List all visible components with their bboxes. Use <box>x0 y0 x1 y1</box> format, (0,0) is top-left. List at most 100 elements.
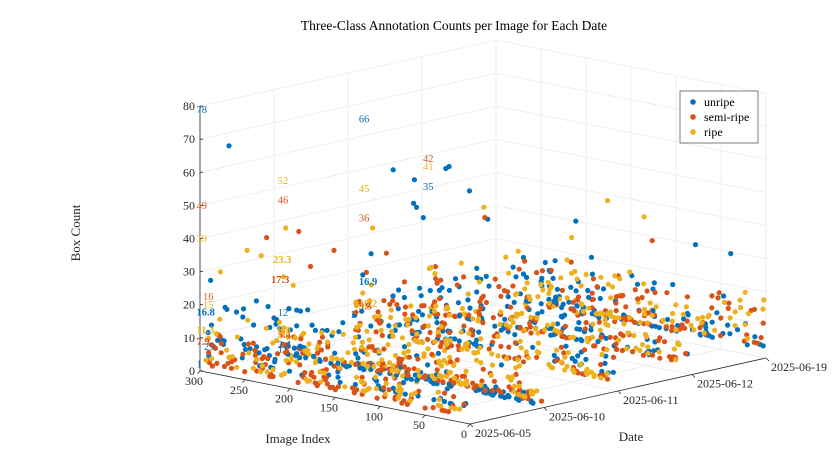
point-semi-ripe <box>351 390 357 396</box>
point-ripe <box>392 322 398 329</box>
point-semi-ripe <box>296 228 302 235</box>
point-ripe <box>642 331 649 337</box>
point-ripe <box>412 390 418 396</box>
point-ripe <box>608 295 614 301</box>
point-semi-ripe <box>432 264 438 270</box>
point-unripe <box>492 323 498 329</box>
point-semi-ripe <box>433 276 439 282</box>
point-semi-ripe <box>715 295 721 301</box>
point-ripe <box>317 369 323 375</box>
point-semi-ripe <box>592 343 598 349</box>
point-semi-ripe <box>492 276 498 282</box>
point-unripe <box>317 358 323 364</box>
point-unripe <box>602 360 608 366</box>
point-unripe <box>548 332 554 338</box>
point-unripe <box>552 258 558 264</box>
point-unripe <box>600 286 607 292</box>
point-ripe <box>359 344 365 350</box>
point-ripe <box>416 373 422 379</box>
point-semi-ripe <box>325 344 331 350</box>
point-semi-ripe <box>298 336 304 342</box>
point-ripe <box>314 345 320 351</box>
point-ripe <box>542 327 548 333</box>
point-semi-ripe <box>758 335 764 341</box>
point-unripe <box>208 277 214 283</box>
point-unripe <box>312 327 318 333</box>
point-semi-ripe <box>683 350 689 357</box>
point-semi-ripe <box>442 390 448 396</box>
y-tick-label: 2025-06-11 <box>623 393 679 407</box>
point-ripe <box>371 363 377 370</box>
point-ripe <box>376 349 382 355</box>
point-ripe <box>580 308 586 314</box>
point-ripe <box>673 357 679 363</box>
x-tick-mark <box>332 397 336 401</box>
point-ripe <box>283 225 289 231</box>
point-ripe <box>399 335 405 341</box>
point-unripe <box>390 293 396 299</box>
point-ripe <box>345 350 351 356</box>
point-semi-ripe <box>373 329 379 335</box>
point-ripe <box>545 279 551 286</box>
annotation-extra-label: 41 <box>423 162 434 173</box>
z-tick-label: 60 <box>183 165 195 179</box>
point-unripe <box>418 293 424 299</box>
z-tick-label: 50 <box>183 198 195 212</box>
z-tick-label: 30 <box>183 265 195 279</box>
point-semi-ripe <box>684 294 691 300</box>
x-tick-mark <box>197 370 201 375</box>
point-ripe <box>513 292 519 298</box>
point-semi-ripe <box>399 356 405 362</box>
point-unripe <box>575 353 581 359</box>
point-unripe <box>286 306 292 312</box>
point-ripe <box>312 360 319 366</box>
y-tick-mark <box>617 390 622 395</box>
point-semi-ripe <box>331 363 337 369</box>
x-tick-mark <box>242 379 246 384</box>
annotation-mean-label: 7.9 <box>197 337 210 348</box>
point-ripe <box>462 343 468 349</box>
point-ripe <box>229 354 235 360</box>
point-ripe <box>478 382 484 388</box>
point-semi-ripe <box>709 293 715 299</box>
point-semi-ripe <box>443 312 449 318</box>
point-semi-ripe <box>640 352 647 358</box>
point-semi-ripe <box>405 372 411 378</box>
point-unripe <box>554 286 561 292</box>
point-ripe <box>459 346 465 352</box>
point-ripe <box>760 306 766 312</box>
point-semi-ripe <box>623 304 629 310</box>
point-unripe <box>476 329 482 335</box>
x-tick-label: 50 <box>413 418 425 432</box>
point-semi-ripe <box>454 357 460 363</box>
point-semi-ripe <box>482 214 488 221</box>
y-tick-mark <box>691 374 696 378</box>
point-unripe <box>588 327 594 333</box>
point-unripe <box>291 345 297 351</box>
annotation-mean-label: 5.4 <box>278 330 292 341</box>
point-ripe <box>732 309 738 315</box>
point-ripe <box>292 335 298 341</box>
point-semi-ripe <box>312 380 318 386</box>
point-semi-ripe <box>476 309 482 315</box>
point-semi-ripe <box>421 303 427 309</box>
point-ripe <box>637 347 643 354</box>
point-semi-ripe <box>349 385 356 391</box>
legend-marker-unripe <box>690 99 696 105</box>
point-ripe <box>443 337 449 343</box>
point-ripe <box>742 322 748 328</box>
axes: 0501001502002503002025-06-052025-06-1020… <box>183 99 827 441</box>
point-semi-ripe <box>561 350 567 356</box>
point-unripe <box>483 273 489 279</box>
point-unripe <box>408 376 414 382</box>
point-unripe <box>744 342 750 348</box>
point-unripe <box>294 323 300 329</box>
x-tick-label: 150 <box>320 400 338 414</box>
point-ripe <box>605 322 611 328</box>
point-semi-ripe <box>684 318 690 324</box>
point-ripe <box>641 281 647 287</box>
point-ripe <box>547 363 554 370</box>
point-semi-ripe <box>439 339 445 345</box>
point-unripe <box>510 264 516 270</box>
point-unripe <box>589 271 596 277</box>
